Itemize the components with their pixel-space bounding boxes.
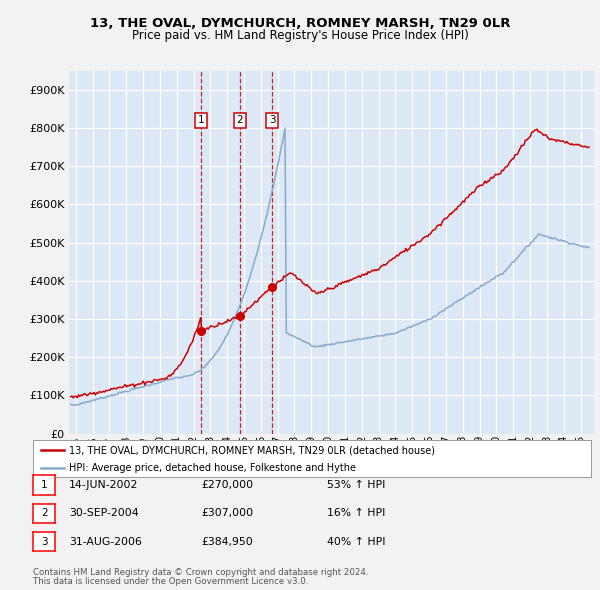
Text: Contains HM Land Registry data © Crown copyright and database right 2024.: Contains HM Land Registry data © Crown c… xyxy=(33,568,368,577)
Text: £307,000: £307,000 xyxy=(201,509,253,518)
Text: 13, THE OVAL, DYMCHURCH, ROMNEY MARSH, TN29 0LR: 13, THE OVAL, DYMCHURCH, ROMNEY MARSH, T… xyxy=(90,17,510,30)
Text: 3: 3 xyxy=(269,116,275,126)
Text: 13, THE OVAL, DYMCHURCH, ROMNEY MARSH, TN29 0LR (detached house): 13, THE OVAL, DYMCHURCH, ROMNEY MARSH, T… xyxy=(69,445,435,455)
Text: 1: 1 xyxy=(41,480,47,490)
Text: Price paid vs. HM Land Registry's House Price Index (HPI): Price paid vs. HM Land Registry's House … xyxy=(131,29,469,42)
Text: 1: 1 xyxy=(198,116,205,126)
Text: £270,000: £270,000 xyxy=(201,480,253,490)
Text: 53% ↑ HPI: 53% ↑ HPI xyxy=(327,480,385,490)
Text: HPI: Average price, detached house, Folkestone and Hythe: HPI: Average price, detached house, Folk… xyxy=(69,463,356,473)
Text: 3: 3 xyxy=(41,537,47,546)
Text: £384,950: £384,950 xyxy=(201,537,253,546)
Text: This data is licensed under the Open Government Licence v3.0.: This data is licensed under the Open Gov… xyxy=(33,577,308,586)
Text: 2: 2 xyxy=(41,509,47,518)
Text: 40% ↑ HPI: 40% ↑ HPI xyxy=(327,537,386,546)
Text: 30-SEP-2004: 30-SEP-2004 xyxy=(69,509,139,518)
Text: 16% ↑ HPI: 16% ↑ HPI xyxy=(327,509,385,518)
Text: 2: 2 xyxy=(236,116,243,126)
Text: 14-JUN-2002: 14-JUN-2002 xyxy=(69,480,139,490)
Text: 31-AUG-2006: 31-AUG-2006 xyxy=(69,537,142,546)
